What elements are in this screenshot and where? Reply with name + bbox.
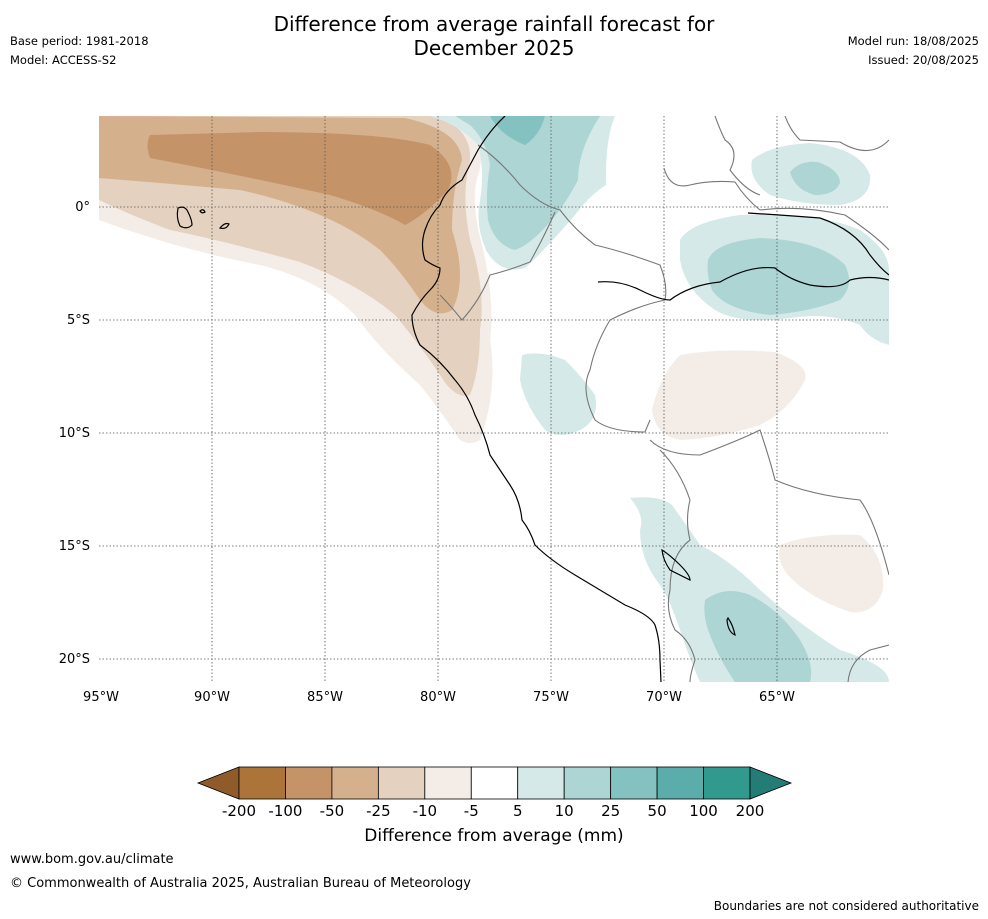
dry-contour-50 (147, 132, 452, 225)
lon-label-80w: 80°W (420, 690, 456, 705)
title-line-1: Difference from average rainfall forecas… (273, 12, 715, 36)
colorbar-segment (331, 766, 379, 800)
galapagos-island (176, 206, 193, 229)
wet-contour-ne-small-10 (790, 161, 840, 195)
colorbar-tick-label: -100 (268, 802, 302, 820)
colorbar-segment (610, 766, 658, 800)
colorbar: -200 -100 -50 -25 -10 -5 5 10 25 50 100 200 (196, 766, 793, 820)
model-run-text: Model run: 18/08/2025 (847, 34, 979, 48)
dry-contour-east-5 (779, 534, 884, 613)
wet-contour-peru-5 (520, 353, 596, 435)
lon-label-90w: 90°W (194, 690, 230, 705)
colorbar-tick-label: -5 (464, 802, 479, 820)
issued-text: Issued: 20/08/2025 (868, 53, 979, 67)
wet-contour-north-10 (455, 116, 600, 250)
meta-left: Base period: 1981-2018 Model: ACCESS-S2 (10, 32, 149, 70)
wet-contour-north-25 (490, 116, 545, 145)
coastline (176, 116, 889, 682)
chart-title: Difference from average rainfall forecas… (0, 12, 988, 60)
longitude-labels: 95°W 90°W 85°W 80°W 75°W 70°W 65°W (83, 690, 795, 705)
colorbar-tick-label: -50 (320, 802, 345, 820)
colorbar-title: Difference from average (mm) (364, 826, 624, 846)
title-line-2: December 2025 (413, 36, 575, 60)
gridlines (99, 116, 889, 682)
colorbar-tick-label: -25 (366, 802, 391, 820)
footer-copyright: © Commonwealth of Australia 2025, Austra… (10, 876, 471, 891)
anomaly-contours (99, 116, 889, 682)
colorbar-arrow-low (196, 766, 240, 800)
model-text: Model: ACCESS-S2 (10, 53, 117, 67)
footer-url: www.bom.gov.au/climate (10, 852, 174, 867)
colorbar-segment (424, 766, 472, 800)
lon-label-70w: 70°W (646, 690, 682, 705)
colorbar-segment (470, 766, 519, 800)
country-borders (439, 116, 889, 682)
footer-note: Boundaries are not considered authoritat… (713, 899, 979, 913)
meta-right: Model run: 18/08/2025 Issued: 20/08/2025 (848, 32, 979, 70)
colorbar-tick-label: 50 (648, 802, 667, 820)
colorbar-tick-label: 5 (513, 802, 523, 820)
lon-label-65w: 65°W (759, 690, 795, 705)
lat-label-5s: 5°S (67, 313, 90, 328)
colorbar-segment (563, 766, 612, 800)
colorbar-segment (517, 766, 565, 800)
lon-label-75w: 75°W (533, 690, 569, 705)
lat-label-10s: 10°S (59, 426, 90, 441)
lat-label-0: 0° (75, 200, 90, 215)
colorbar-segment (703, 766, 751, 800)
colorbar-tick-label: 25 (601, 802, 620, 820)
colorbar-tick-label: 10 (555, 802, 574, 820)
base-period-text: Base period: 1981-2018 (10, 34, 149, 48)
wet-contour-amazon-10 (707, 238, 849, 315)
lon-label-95w: 95°W (83, 690, 119, 705)
lat-label-15s: 15°S (59, 539, 90, 554)
colorbar-segment (238, 766, 286, 800)
colorbar-segment (656, 766, 704, 800)
colorbar-tick-label: -10 (413, 802, 438, 820)
colorbar-tick-label: 200 (736, 802, 765, 820)
colorbar-tick-label: -200 (222, 802, 256, 820)
lat-label-20s: 20°S (59, 652, 90, 667)
wet-contour-bolivia-5 (630, 497, 889, 682)
colorbar-arrow-high (749, 766, 793, 800)
latitude-labels: 0° 5°S 10°S 15°S 20°S (59, 200, 90, 667)
colorbar-segment (285, 766, 333, 800)
wet-contour-bolivia-10 (704, 591, 812, 682)
colorbar-tick-label: 100 (689, 802, 718, 820)
colorbar-segment (377, 766, 426, 800)
dry-contour-brazil-5 (652, 350, 806, 440)
lon-label-85w: 85°W (307, 690, 343, 705)
